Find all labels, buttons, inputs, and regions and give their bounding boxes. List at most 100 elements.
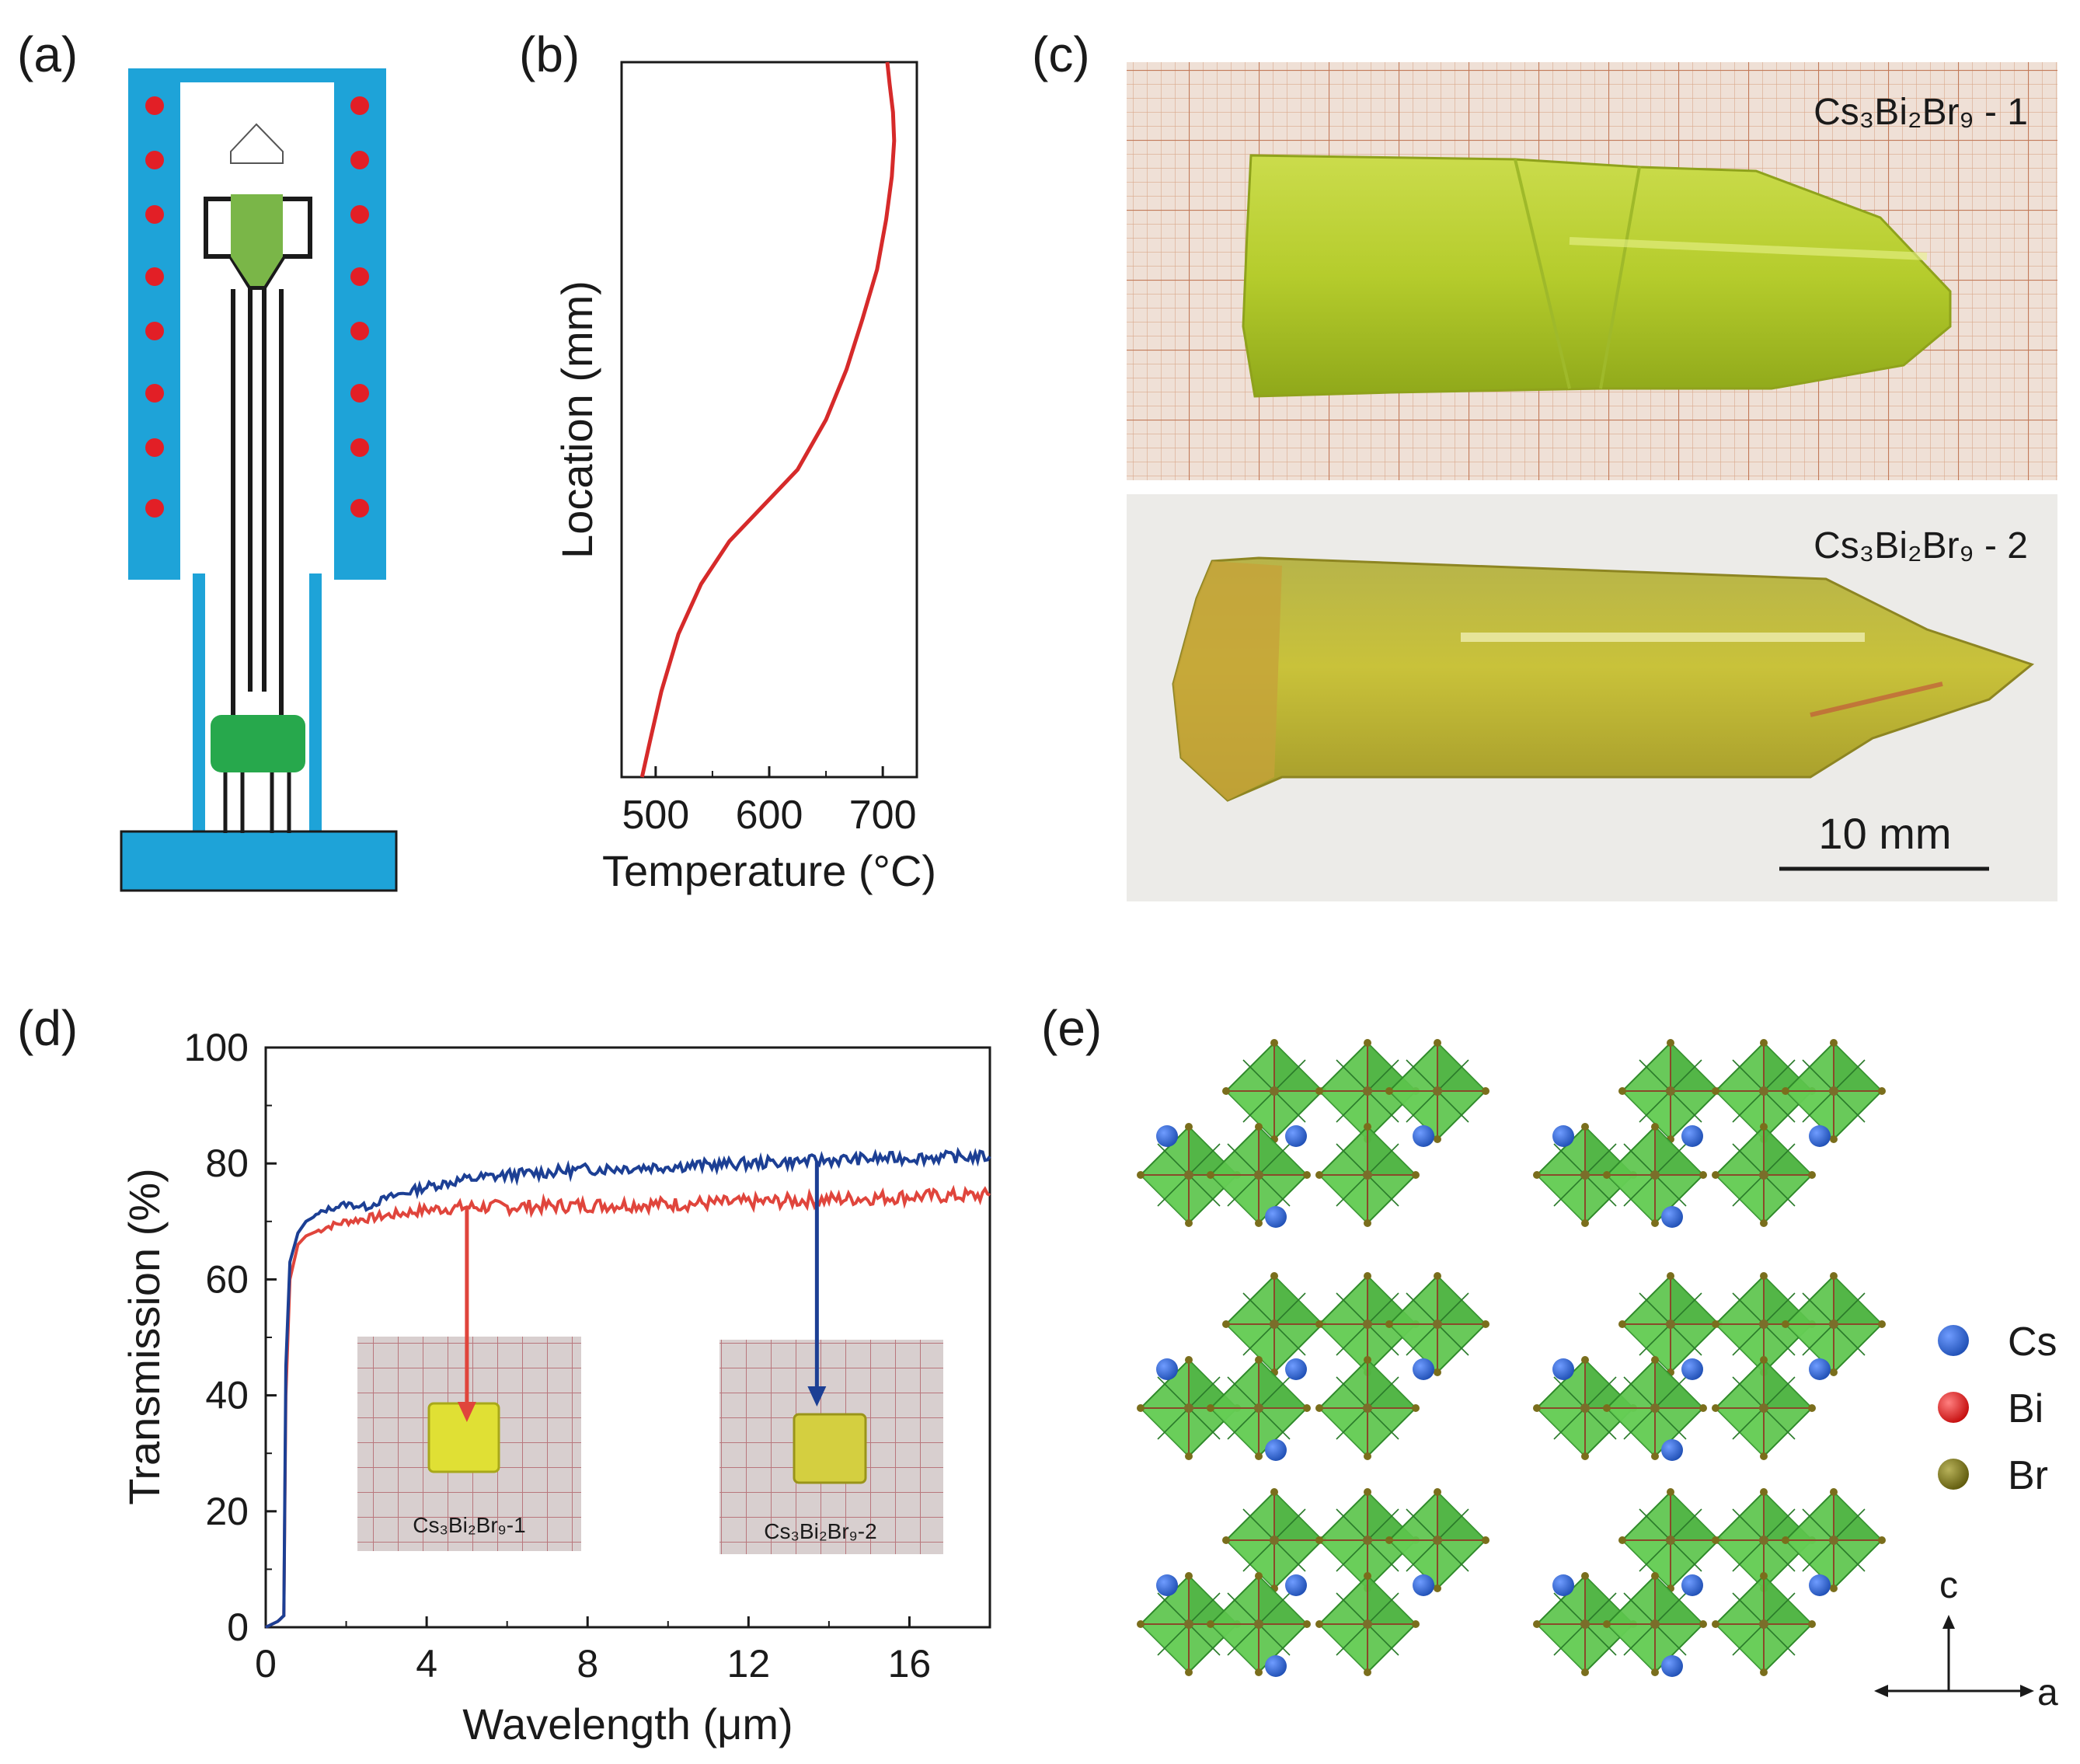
chart-d-xtick-label: 16	[888, 1642, 932, 1686]
cs-atom	[1681, 1358, 1703, 1380]
crystal-photo-1: Cs₃Bi₂Br₉ - 1	[1127, 62, 2057, 480]
bibr6-octahedron	[1618, 1487, 1723, 1593]
cs-atom	[1661, 1655, 1683, 1677]
legend-bi-label: Bi	[2008, 1386, 2043, 1431]
cs-atom	[1156, 1125, 1178, 1147]
panel-label-b: (b)	[519, 26, 580, 82]
inset-sample-2-label: Cs₃Bi₂Br₉-2	[764, 1519, 876, 1543]
bibr6-octahedron	[1315, 1571, 1420, 1677]
cs-atom	[1552, 1358, 1574, 1380]
cs-atom	[1413, 1125, 1434, 1147]
chart-b-ylabel: Location (mm)	[552, 281, 601, 559]
bibr6-octahedron	[1315, 1122, 1420, 1228]
chart-d-ytick-label: 80	[205, 1142, 249, 1185]
chart-d-ytick-label: 20	[205, 1490, 249, 1533]
ampoule	[204, 123, 312, 719]
cs-atom	[1552, 1125, 1574, 1147]
furnace-base	[120, 830, 398, 892]
bibr6-octahedron	[1385, 1487, 1490, 1593]
cs-atom	[1552, 1574, 1574, 1596]
bibr6-octahedron	[1618, 1271, 1723, 1377]
inset-sample-1: Cs₃Bi₂Br₉-1	[357, 1337, 581, 1551]
bibr6-octahedron	[1781, 1038, 1887, 1144]
axis-c-label: c	[1939, 1565, 1958, 1606]
legend-cs-label: Cs	[2008, 1320, 2057, 1365]
bibr6-octahedron	[1221, 1038, 1327, 1144]
cs-atom	[1265, 1439, 1287, 1461]
legend-bi-ball	[1938, 1392, 1969, 1423]
chart-b-xtick-label: 700	[849, 793, 917, 838]
chart-d-xtick-label: 8	[577, 1642, 598, 1686]
panel-label-d: (d)	[17, 1000, 78, 1056]
cs-atom	[1681, 1125, 1703, 1147]
chart-b-ticks	[654, 766, 884, 777]
heater-dots	[145, 96, 369, 518]
chart-d-xtick-label: 4	[416, 1642, 437, 1686]
chart-d-xtick-label: 0	[255, 1642, 277, 1686]
chart-b-xtick-label: 600	[736, 793, 803, 838]
chart-d-ytick-label: 40	[205, 1374, 249, 1417]
chart-b-xlabel: Temperature (°C)	[602, 846, 936, 895]
bibr6-octahedron	[1221, 1487, 1327, 1593]
cs-atom	[1285, 1574, 1307, 1596]
furnace-lower-leg-left	[193, 573, 205, 833]
cs-atom	[1661, 1206, 1683, 1228]
series-sample-1	[265, 1184, 991, 1629]
furnace-lower-frame-inner	[193, 573, 322, 833]
axes-indicator: c a	[1874, 1565, 2058, 1713]
bibr6-octahedron	[1385, 1271, 1490, 1377]
cooling-block	[211, 715, 305, 772]
arrow-sample-1-head	[457, 1402, 476, 1422]
scale-bar-label: 10 mm	[1818, 809, 1951, 858]
cs-atom	[1156, 1358, 1178, 1380]
cs-atom	[1265, 1206, 1287, 1228]
cs-atom	[1661, 1439, 1683, 1461]
temperature-curve	[639, 61, 897, 778]
furnace-schematic	[120, 68, 398, 892]
cs-atom	[1413, 1358, 1434, 1380]
cs-atom	[1265, 1655, 1287, 1677]
chart-d-ytick-label: 100	[184, 1026, 249, 1069]
chart-d-ylabel: Transmission (%)	[120, 1168, 169, 1505]
series-sample-2	[265, 1146, 991, 1629]
temperature-profile-chart: 500 600 700 Temperature (°C) Location (mm)	[552, 61, 936, 895]
bibr6-octahedron	[1711, 1571, 1817, 1677]
bibr6-octahedron	[1711, 1122, 1817, 1228]
crystal-photo-2: Cs₃Bi₂Br₉ - 2 10 mm	[1127, 494, 2057, 901]
cs-atom	[1285, 1125, 1307, 1147]
cs-atom	[1809, 1574, 1831, 1596]
crystal-1-label: Cs₃Bi₂Br₉ - 1	[1813, 92, 2028, 133]
bibr6-octahedron	[1781, 1271, 1887, 1377]
panel-label-e: (e)	[1041, 1000, 1102, 1056]
arrow-sample-2-head	[807, 1386, 827, 1407]
chart-d-xlabel: Wavelength (μm)	[462, 1700, 793, 1748]
bibr6-octahedron	[1711, 1355, 1817, 1461]
cs-atom	[1285, 1358, 1307, 1380]
legend-cs-ball	[1938, 1325, 1969, 1356]
bibr6-octahedron	[1781, 1487, 1887, 1593]
cs-atom	[1809, 1358, 1831, 1380]
legend-br-label: Br	[2008, 1453, 2048, 1498]
chart-d-ytick-label: 60	[205, 1257, 249, 1301]
cs-atom	[1809, 1125, 1831, 1147]
cs-atom	[1681, 1574, 1703, 1596]
furnace-chamber	[180, 82, 334, 580]
chart-d-xtick-label: 12	[727, 1642, 771, 1686]
inset-sample-2: Cs₃Bi₂Br₉-2	[719, 1340, 943, 1554]
axis-a-label: a	[2037, 1672, 2058, 1713]
crystal-structure	[1136, 1038, 1887, 1677]
structure-legend: Cs Bi Br	[1938, 1320, 2057, 1498]
bibr6-octahedron	[1618, 1038, 1723, 1144]
legend-br-ball	[1938, 1459, 1969, 1490]
cs-atom	[1413, 1574, 1434, 1596]
bibr6-octahedron	[1385, 1038, 1490, 1144]
furnace-lower-leg-right	[309, 573, 322, 833]
melt	[231, 194, 283, 286]
bibr6-octahedron	[1315, 1355, 1420, 1461]
crystal-2-label: Cs₃Bi₂Br₉ - 2	[1813, 525, 2028, 567]
chart-d-ytick-label: 0	[227, 1605, 249, 1649]
cs-atom	[1156, 1574, 1178, 1596]
panel-label-c: (c)	[1032, 26, 1090, 82]
inset-sample-1-label: Cs₃Bi₂Br₉-1	[413, 1513, 525, 1537]
chart-b-xtick-label: 500	[622, 793, 689, 838]
